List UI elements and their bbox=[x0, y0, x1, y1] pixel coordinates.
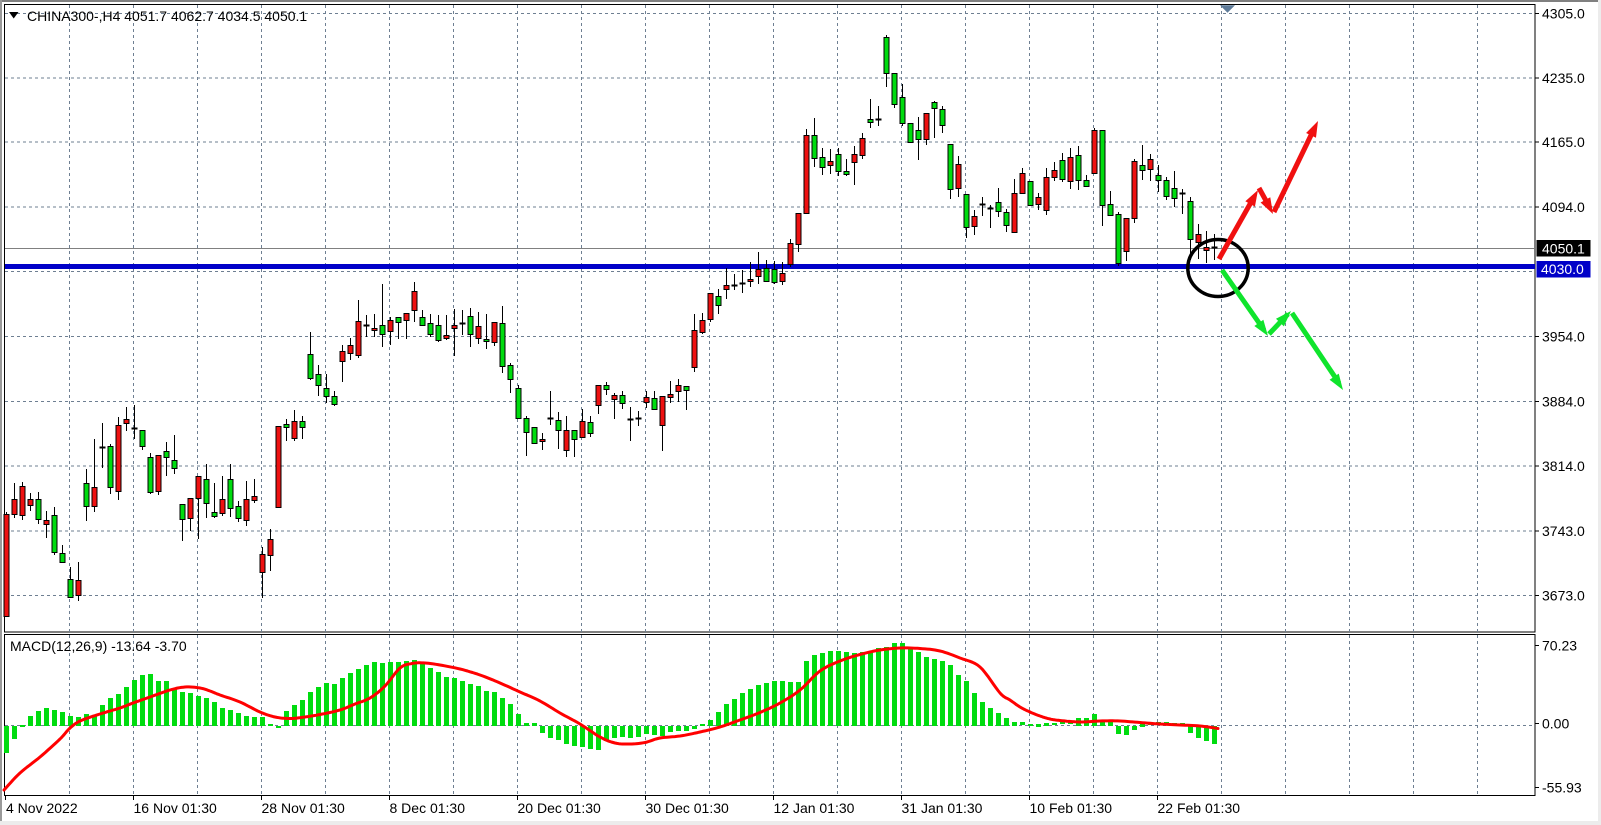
svg-text:4235.0: 4235.0 bbox=[1542, 70, 1585, 86]
svg-text:4165.0: 4165.0 bbox=[1542, 134, 1585, 150]
svg-text:22 Feb 01:30: 22 Feb 01:30 bbox=[1158, 800, 1241, 816]
svg-text:16 Nov 01:30: 16 Nov 01:30 bbox=[134, 800, 217, 816]
svg-text:10 Feb 01:30: 10 Feb 01:30 bbox=[1030, 800, 1113, 816]
svg-text:3743.0: 3743.0 bbox=[1542, 523, 1585, 539]
svg-text:4 Nov 2022: 4 Nov 2022 bbox=[6, 800, 78, 816]
svg-text:31 Jan 01:30: 31 Jan 01:30 bbox=[902, 800, 983, 816]
svg-text:12 Jan 01:30: 12 Jan 01:30 bbox=[774, 800, 855, 816]
svg-text:70.23: 70.23 bbox=[1542, 638, 1577, 654]
svg-text:4305.0: 4305.0 bbox=[1542, 6, 1585, 22]
svg-text:3673.0: 3673.0 bbox=[1542, 588, 1585, 604]
svg-text:4050.1: 4050.1 bbox=[1542, 241, 1585, 257]
svg-text:3814.0: 3814.0 bbox=[1542, 458, 1585, 474]
svg-text:4030.0: 4030.0 bbox=[1541, 261, 1584, 277]
svg-text:CHINA300-,H4 4051.7 4062.7 40: CHINA300-,H4 4051.7 4062.7 4034.5 4050.1 bbox=[27, 8, 307, 24]
svg-text:28 Nov 01:30: 28 Nov 01:30 bbox=[262, 800, 345, 816]
svg-text:4094.0: 4094.0 bbox=[1542, 199, 1585, 215]
svg-text:0.00: 0.00 bbox=[1542, 716, 1569, 732]
svg-text:8 Dec 01:30: 8 Dec 01:30 bbox=[390, 800, 466, 816]
svg-text:20 Dec 01:30: 20 Dec 01:30 bbox=[518, 800, 601, 816]
svg-text:30 Dec 01:30: 30 Dec 01:30 bbox=[646, 800, 729, 816]
svg-text:-55.93: -55.93 bbox=[1542, 780, 1582, 796]
svg-text:3884.0: 3884.0 bbox=[1542, 393, 1585, 409]
svg-text:MACD(12,26,9) -13.64 -3.70: MACD(12,26,9) -13.64 -3.70 bbox=[10, 638, 187, 654]
svg-text:3954.0: 3954.0 bbox=[1542, 329, 1585, 345]
